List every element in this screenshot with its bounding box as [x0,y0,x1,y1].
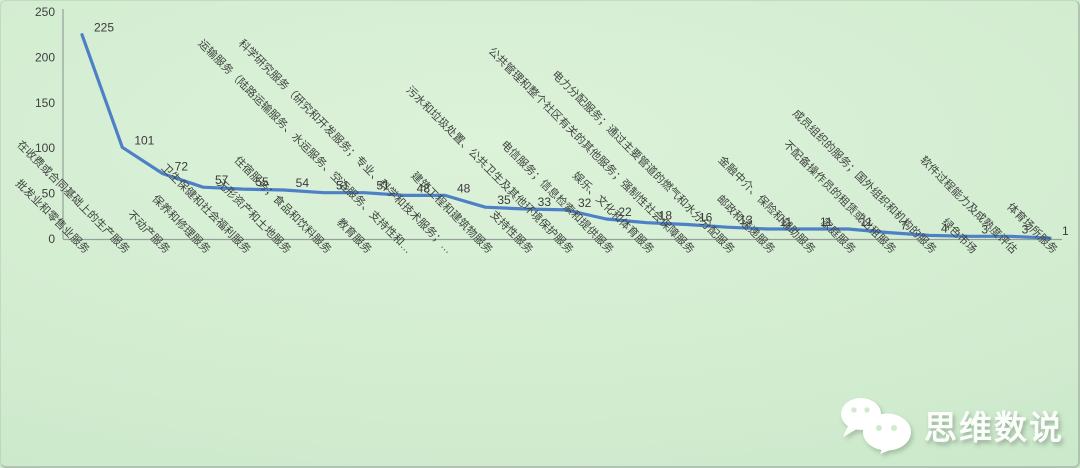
data-point-label: 13 [739,213,753,227]
watermark: 思维数说 [838,396,1064,454]
data-point-label: 72 [175,160,189,174]
data-point-label: 101 [134,133,154,147]
data-point-label: 225 [94,21,114,35]
x-axis-category-label: 教育服务 [334,215,375,256]
x-axis-category-label: 成员组织的服务；国外组织和机构的服务 [790,106,940,256]
data-point-label: 22 [618,205,632,219]
x-axis-category-label: 建筑工程和建筑物服务 [408,168,496,256]
data-point-label: 57 [215,173,229,187]
x-axis-category-label: 电力分配服务；通过主要管道的燃气和水分分配服务 [549,67,738,256]
data-point-label: 3 [1022,222,1029,236]
data-line [80,33,1052,240]
data-point-label: 55 [255,175,269,189]
y-axis-tick-label: 100 [35,141,55,155]
wechat-icon [841,398,911,454]
y-axis-tick-label: 50 [42,187,56,201]
data-point-label: 11 [860,215,873,229]
x-axis-category-label: 家庭服务 [818,215,859,256]
data-point-label: 35 [497,193,511,207]
y-axis-tick-label: 0 [48,232,55,246]
data-point-label: 51 [336,179,350,193]
data-point-label: 16 [699,210,713,224]
data-point-label: 54 [296,176,310,190]
data-point-label: 18 [659,209,673,223]
data-point-label: 7 [901,219,908,233]
y-axis-tick-label: 250 [35,5,55,19]
data-point-label: 11 [780,215,793,229]
data-point-label: 3 [981,222,988,236]
data-point-label: 11 [820,215,833,229]
data-point-label: 48 [417,181,431,195]
data-point-label: 48 [457,181,471,195]
data-point-label: 4 [941,221,948,235]
watermark-text: 思维数说 [924,409,1064,446]
data-point-label: 32 [578,196,592,210]
data-point-label: 51 [376,179,390,193]
y-axis-tick-label: 150 [35,96,55,110]
data-point-label: 1 [1062,224,1069,238]
data-point-label: 33 [538,195,552,209]
y-axis-tick-label: 200 [35,50,55,64]
